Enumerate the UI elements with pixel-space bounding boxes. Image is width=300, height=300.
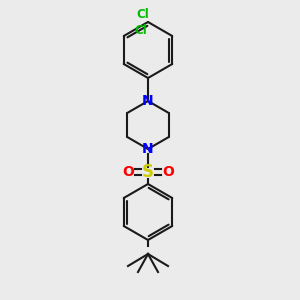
Text: O: O — [162, 165, 174, 179]
Text: Cl: Cl — [134, 25, 147, 38]
Text: N: N — [142, 142, 154, 156]
Text: N: N — [142, 94, 154, 108]
Text: Cl: Cl — [136, 8, 149, 22]
Text: S: S — [142, 163, 154, 181]
Text: O: O — [122, 165, 134, 179]
